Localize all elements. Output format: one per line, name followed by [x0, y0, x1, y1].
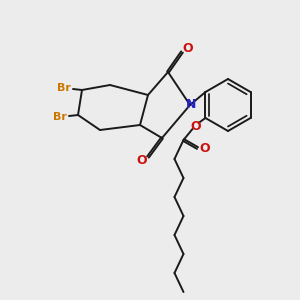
- Text: N: N: [186, 98, 196, 112]
- Text: O: O: [137, 154, 147, 167]
- Text: O: O: [190, 119, 201, 133]
- Text: Br: Br: [57, 83, 71, 93]
- Text: O: O: [199, 142, 210, 154]
- Text: O: O: [183, 41, 193, 55]
- Text: Br: Br: [53, 112, 67, 122]
